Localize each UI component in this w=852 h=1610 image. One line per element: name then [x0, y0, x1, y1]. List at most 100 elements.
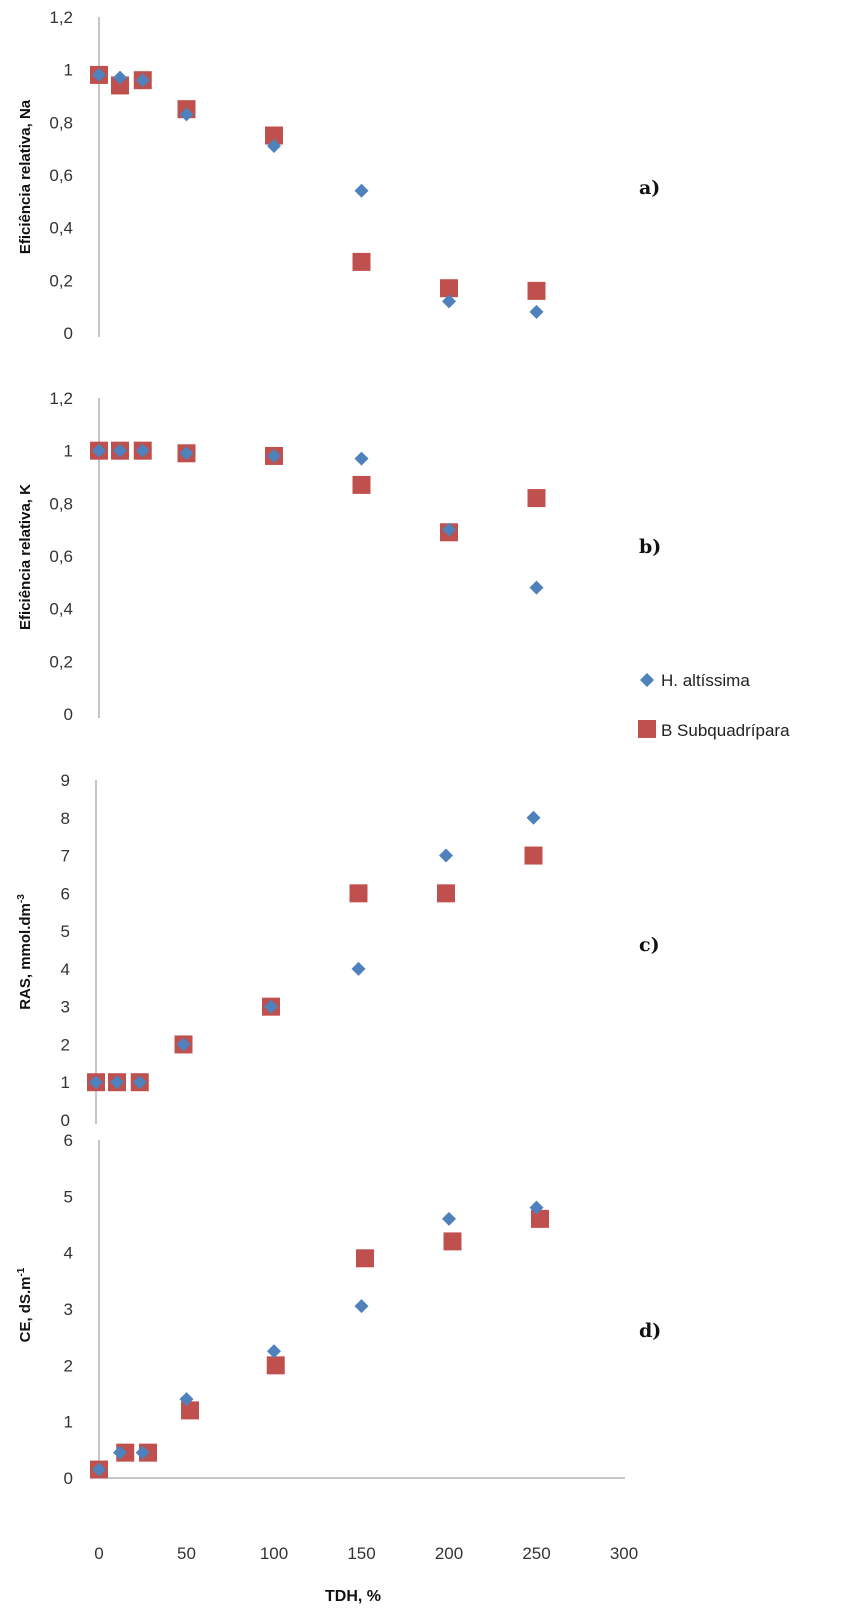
data-point-diamond: [89, 1075, 103, 1090]
y-tick-label: 1: [64, 61, 73, 80]
panel-label: d): [639, 1320, 661, 1342]
x-tick-label: 0: [94, 1544, 103, 1563]
data-point-diamond: [442, 294, 456, 309]
y-tick-labels: 0 1 2 3 4 5 6 7 8 9: [61, 771, 70, 1130]
data-point-square: [527, 489, 546, 508]
y-tick-label: 1,2: [49, 389, 73, 408]
data-point-diamond: [179, 446, 194, 461]
data-points: [90, 1200, 549, 1479]
data-points: [87, 810, 543, 1092]
x-axis-label: TDH, %: [325, 1588, 381, 1605]
data-point-square: [437, 884, 455, 903]
data-point-square: [349, 884, 368, 903]
y-tick-label: 0,4: [49, 219, 73, 238]
y-tick-label: 2: [61, 1035, 70, 1054]
y-tick-label: 0,4: [49, 600, 73, 619]
y-tick-label: 2: [64, 1356, 73, 1375]
y-tick-label: 6: [61, 884, 70, 903]
data-point-diamond: [92, 443, 106, 458]
data-point-square: [111, 76, 129, 95]
y-axis-label: Eficiência relativa, Na: [17, 99, 34, 254]
y-tick-label: 1,2: [49, 8, 73, 27]
data-point-diamond: [442, 1211, 456, 1226]
data-point-diamond: [267, 1344, 281, 1359]
legend-label: B Subquadrípara: [661, 721, 790, 740]
data-point-square: [352, 252, 371, 271]
legend-label: H. altíssima: [661, 671, 750, 690]
y-axis-label: RAS, mmol.dm-3: [16, 894, 34, 1010]
y-tick-labels: 0 0,2 0,4 0,6 0,8 1 1,2: [49, 8, 73, 343]
legend-item-h-altissima: H. altíssima: [640, 671, 750, 690]
x-tick-label: 300: [610, 1544, 638, 1563]
data-point-square: [352, 475, 371, 494]
y-axis-label-text: RAS, mmol.dm: [17, 903, 34, 1010]
data-point-diamond: [113, 70, 127, 85]
data-point-diamond: [354, 451, 369, 466]
x-tick-label: 150: [347, 1544, 375, 1563]
y-tick-label: 5: [61, 922, 70, 941]
y-tick-label: 4: [64, 1244, 73, 1263]
y-tick-label: 1: [64, 1413, 73, 1432]
data-point-diamond: [135, 1445, 150, 1460]
y-tick-labels: 0 0,2 0,4 0,6 0,8 1 1,2: [49, 389, 73, 724]
y-tick-label: 6: [64, 1131, 73, 1150]
data-point-square: [440, 279, 458, 298]
y-tick-label: 0: [61, 1111, 70, 1130]
data-point-diamond: [529, 1200, 544, 1215]
data-point-square: [265, 126, 283, 145]
data-point-diamond: [176, 1037, 191, 1052]
y-axis-label-superscript: -3: [16, 894, 27, 903]
y-axis-label-superscript: -1: [16, 1267, 27, 1276]
x-tick-label: 50: [177, 1544, 196, 1563]
data-point-square: [443, 1232, 462, 1251]
y-axis-label-text: CE, dS.m: [17, 1277, 34, 1343]
chart-panel-b: Eficiência relativa, K 0 0,2 0,4 0,6 0,8 1 1,2…: [17, 389, 661, 724]
data-point-diamond: [92, 67, 106, 82]
data-point-square: [181, 1401, 199, 1420]
data-point-diamond: [135, 73, 150, 88]
panel-label: a): [639, 177, 660, 199]
y-tick-label: 0: [64, 705, 73, 724]
chart-panel-a: Eficiência relativa, Na 0 0,2 0,4 0,6 0,8 1 1,…: [17, 8, 660, 343]
data-point-diamond: [354, 1299, 369, 1314]
y-tick-label: 0,6: [49, 166, 73, 185]
panel-label: b): [639, 536, 661, 558]
data-point-square: [531, 1209, 549, 1228]
data-point-diamond: [113, 1445, 127, 1460]
data-point-square: [524, 846, 543, 865]
y-tick-label: 0,2: [49, 271, 73, 290]
y-tick-label: 5: [64, 1187, 73, 1206]
data-point-diamond: [439, 848, 453, 863]
data-point-diamond: [351, 961, 366, 976]
chart-panel-c: RAS, mmol.dm-3 0 1 2 3 4 5 6 7 8 9 c): [16, 771, 660, 1130]
y-tick-label: 7: [61, 847, 70, 866]
data-point-diamond: [354, 183, 369, 198]
y-tick-label: 9: [61, 771, 70, 790]
chart-panel-d: CE, dS.m-1 0 1 2 3 4 5 6 0 50 100 150 200 250 300 d)…: [16, 1131, 661, 1605]
y-tick-labels: 0 1 2 3 4 5 6: [64, 1131, 73, 1488]
y-tick-label: 1: [64, 442, 73, 461]
y-tick-label: 0,8: [49, 113, 73, 132]
y-tick-label: 0: [64, 1469, 73, 1488]
data-points: [90, 65, 546, 319]
legend-item-b-subquadripara: B Subquadrípara: [638, 720, 790, 740]
data-point-diamond: [529, 580, 544, 595]
y-axis-label: CE, dS.m-1: [16, 1267, 34, 1342]
data-point-diamond: [267, 139, 281, 154]
data-point-diamond: [132, 1075, 147, 1090]
data-point-diamond: [526, 810, 541, 825]
y-tick-label: 0,2: [49, 652, 73, 671]
y-tick-label: 8: [61, 809, 70, 828]
data-point-diamond: [113, 443, 127, 458]
y-axis-label: Eficiência relativa, K: [17, 484, 34, 630]
x-tick-labels: 0 50 100 150 200 250 300: [94, 1544, 638, 1563]
data-point-diamond: [179, 107, 194, 122]
data-point-diamond: [179, 1392, 194, 1407]
y-tick-label: 0: [64, 324, 73, 343]
data-points: [90, 441, 546, 595]
data-point-diamond: [92, 1462, 106, 1477]
data-point-diamond: [110, 1075, 124, 1090]
diamond-marker-icon: [640, 673, 654, 687]
y-tick-label: 4: [61, 960, 70, 979]
